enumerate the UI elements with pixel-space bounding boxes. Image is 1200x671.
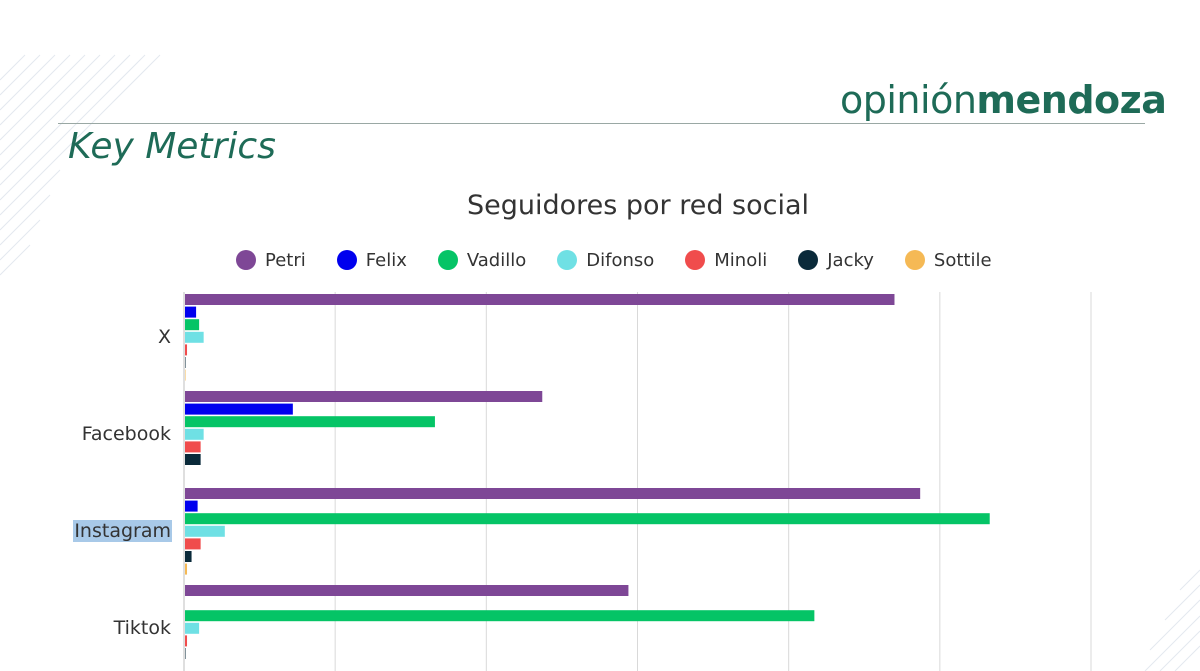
bar-jacky-instagram bbox=[185, 551, 192, 562]
legend-swatch bbox=[557, 250, 578, 270]
chart-legend: Petri Felix Vadillo Difonso Minoli Jacky Sotti… bbox=[236, 249, 1023, 271]
bar-vadillo-instagram bbox=[185, 513, 990, 525]
bar-jacky-facebook bbox=[185, 454, 201, 465]
chart-title: Seguidores por red social bbox=[466, 190, 810, 221]
brand-logo-light: opinión bbox=[840, 78, 977, 122]
bar-felix-facebook bbox=[185, 403, 293, 415]
legend-label: Jacky bbox=[827, 249, 874, 271]
legend-swatch bbox=[904, 250, 925, 270]
bar-difonso-x bbox=[185, 331, 204, 343]
bar-difonso-tiktok bbox=[185, 622, 200, 634]
bar-minoli-x bbox=[185, 344, 188, 356]
bar-minoli-facebook bbox=[185, 441, 201, 453]
legend-label: Vadillo bbox=[466, 249, 527, 271]
bar-felix-x bbox=[185, 306, 197, 318]
bar-petri-facebook bbox=[185, 391, 543, 402]
brand-logo: opiniónmendoza bbox=[840, 78, 1167, 122]
brand-logo-bold: mendoza bbox=[976, 78, 1167, 122]
bar-sottile-x bbox=[185, 369, 186, 381]
category-label-facebook: Facebook bbox=[81, 423, 171, 446]
bar-difonso-facebook bbox=[185, 428, 204, 440]
legend-label: Petri bbox=[265, 249, 306, 271]
legend-item-petri: Petri bbox=[236, 250, 306, 271]
section-title: Key Metrics bbox=[68, 126, 276, 167]
bar-vadillo-x bbox=[185, 319, 200, 331]
category-label-tiktok: Tiktok bbox=[113, 617, 171, 640]
legend-item-difonso: Difonso bbox=[557, 250, 654, 271]
legend-item-sottile: Sottile bbox=[904, 249, 992, 271]
legend-item-jacky: Jacky bbox=[798, 250, 874, 271]
bar-jacky-tiktok bbox=[185, 648, 186, 659]
legend-swatch bbox=[236, 250, 256, 270]
header-divider bbox=[58, 123, 1145, 124]
bar-jacky-x bbox=[185, 357, 186, 368]
legend-swatch bbox=[336, 250, 357, 270]
bar-vadillo-tiktok bbox=[185, 610, 815, 622]
legend-swatch bbox=[798, 250, 819, 270]
legend-swatch bbox=[437, 250, 458, 270]
category-label-instagram: Instagram bbox=[73, 520, 172, 543]
legend-label: Sottile bbox=[933, 249, 992, 271]
bar-vadillo-facebook bbox=[185, 416, 435, 428]
bar-petri-x bbox=[185, 294, 895, 305]
legend-label: Felix bbox=[365, 249, 407, 271]
bar-petri-tiktok bbox=[185, 585, 629, 596]
legend-item-felix: Felix bbox=[336, 249, 407, 271]
bar-difonso-instagram bbox=[185, 525, 225, 537]
legend-label: Difonso bbox=[586, 249, 655, 271]
legend-item-minoli: Minoli bbox=[685, 250, 767, 271]
legend-item-vadillo: Vadillo bbox=[437, 249, 527, 271]
bar-sottile-instagram bbox=[185, 563, 188, 575]
bar-minoli-instagram bbox=[185, 538, 201, 550]
bar-felix-instagram bbox=[185, 500, 198, 512]
legend-label: Minoli bbox=[714, 249, 768, 271]
legend-swatch bbox=[685, 250, 706, 270]
bar-minoli-tiktok bbox=[185, 635, 188, 647]
category-label-x: X bbox=[157, 326, 171, 349]
bar-petri-instagram bbox=[185, 488, 921, 499]
